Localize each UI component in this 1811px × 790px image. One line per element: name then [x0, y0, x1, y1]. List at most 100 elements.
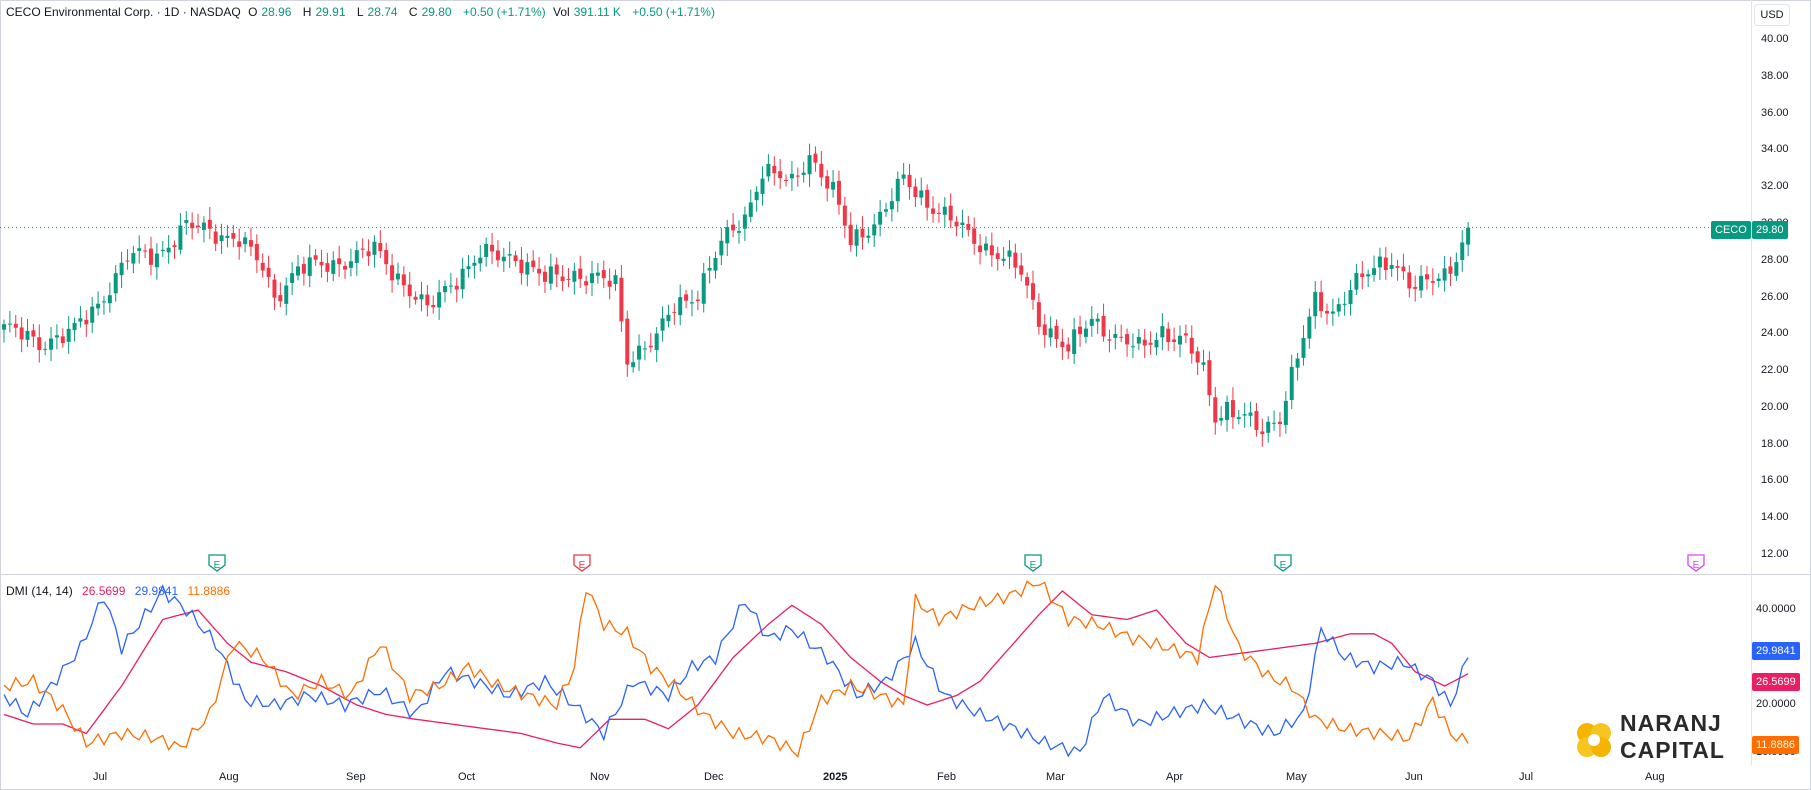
candle: [448, 272, 453, 294]
candle: [413, 291, 418, 305]
candle: [213, 224, 218, 252]
candle: [231, 224, 236, 248]
candle: [366, 239, 371, 266]
candle: [1266, 416, 1271, 443]
time-tick-label: Jun: [1405, 771, 1423, 783]
naranj-logo-icon: [1577, 723, 1611, 757]
candle: [460, 257, 465, 299]
candle: [784, 174, 789, 187]
candle: [419, 282, 424, 312]
dmi-legend[interactable]: DMI (14, 14) 26.5699 29.9841 11.8886: [6, 584, 236, 598]
price-tick-label: 28.00: [1761, 253, 1789, 266]
candle: [1395, 259, 1400, 281]
price-tick-label: 26.00: [1761, 290, 1789, 303]
time-tick-label: Mar: [1046, 771, 1065, 783]
candle: [1407, 265, 1412, 298]
symbol-legend: CECO Environmental Corp. · 1D · NASDAQ O…: [6, 5, 719, 19]
candle: [1101, 303, 1106, 342]
candle: [237, 228, 242, 260]
candle: [1295, 352, 1300, 381]
candle: [519, 247, 524, 285]
candle: [425, 285, 430, 317]
price-tick-label: 18.00: [1761, 437, 1789, 450]
candle: [290, 262, 295, 295]
candle: [154, 243, 159, 280]
candle: [807, 143, 812, 188]
candle: [1277, 412, 1282, 437]
candle: [595, 262, 600, 284]
price-tick-label: 40.00: [1761, 33, 1789, 45]
earnings-marker[interactable]: E: [1687, 554, 1705, 572]
candle: [1442, 256, 1447, 292]
candle: [1413, 275, 1418, 302]
candle: [1007, 240, 1012, 269]
candle: [613, 269, 618, 291]
candle: [772, 156, 777, 186]
candle: [1383, 247, 1388, 280]
currency-button[interactable]: USD: [1754, 4, 1790, 26]
candle: [1313, 280, 1318, 329]
minus-di-badge: 11.8886: [1752, 735, 1799, 754]
last-price-badge: 29.80: [1752, 221, 1788, 239]
candle: [889, 188, 894, 222]
candle: [307, 244, 312, 288]
candle: [495, 240, 500, 268]
candle: [143, 244, 148, 259]
candle: [1325, 303, 1329, 325]
candle: [1430, 268, 1435, 296]
candle: [1083, 320, 1088, 344]
earnings-marker[interactable]: E: [1274, 554, 1292, 572]
candle: [725, 219, 730, 257]
candle: [1042, 314, 1047, 348]
candle: [1195, 346, 1200, 376]
svg-text:E: E: [1280, 560, 1287, 571]
dmi-indicator-pane[interactable]: [0, 575, 1751, 765]
candle: [1348, 279, 1353, 316]
candle: [107, 282, 112, 313]
candle: [13, 314, 18, 338]
candle: [825, 169, 830, 202]
candle: [1319, 280, 1324, 318]
candle: [378, 230, 383, 259]
time-axis[interactable]: Jul Aug Sep Oct Nov Dec 2025 Feb Mar Apr May Jun Jul…: [0, 765, 1751, 790]
candle: [995, 246, 1000, 271]
candle: [966, 215, 971, 237]
candle: [390, 253, 395, 293]
earnings-marker[interactable]: E: [573, 554, 591, 572]
candle: [384, 242, 389, 275]
price-change: +0.50 (+1.71%): [462, 5, 546, 19]
candle: [472, 255, 477, 279]
candle: [695, 290, 700, 311]
candle: [848, 212, 853, 252]
candle: [819, 151, 824, 187]
price-tick-label: 12.00: [1761, 548, 1789, 560]
price-tick-label: 20.00: [1761, 400, 1789, 413]
candle: [731, 213, 736, 238]
candle: [1460, 230, 1465, 272]
candle: [1089, 306, 1094, 337]
candle: [1307, 308, 1312, 349]
pane-divider[interactable]: [0, 574, 1811, 575]
minus-di-value: 11.8886: [187, 584, 231, 598]
price-axis[interactable]: 40.0038.0036.0034.0032.0030.0028.0026.00…: [1751, 0, 1811, 765]
candle: [343, 261, 348, 279]
candle: [684, 289, 689, 309]
candle: [131, 245, 136, 274]
ticker-badge: CECO: [1711, 221, 1751, 239]
symbol-title[interactable]: CECO Environmental Corp. · 1D · NASDAQ: [6, 5, 241, 19]
earnings-marker[interactable]: E: [208, 554, 226, 572]
time-tick-label: Jul: [93, 771, 108, 783]
candle: [719, 227, 724, 266]
candle: [1119, 324, 1124, 343]
earnings-marker[interactable]: E: [1024, 554, 1042, 572]
candle: [1366, 269, 1371, 288]
dmi-title: DMI (14, 14): [6, 584, 73, 598]
candle: [1372, 255, 1377, 282]
candle: [466, 254, 471, 278]
candle: [66, 316, 71, 354]
candle: [1095, 313, 1100, 334]
candle: [913, 178, 918, 208]
candle: [1125, 328, 1130, 357]
candle: [190, 212, 195, 240]
